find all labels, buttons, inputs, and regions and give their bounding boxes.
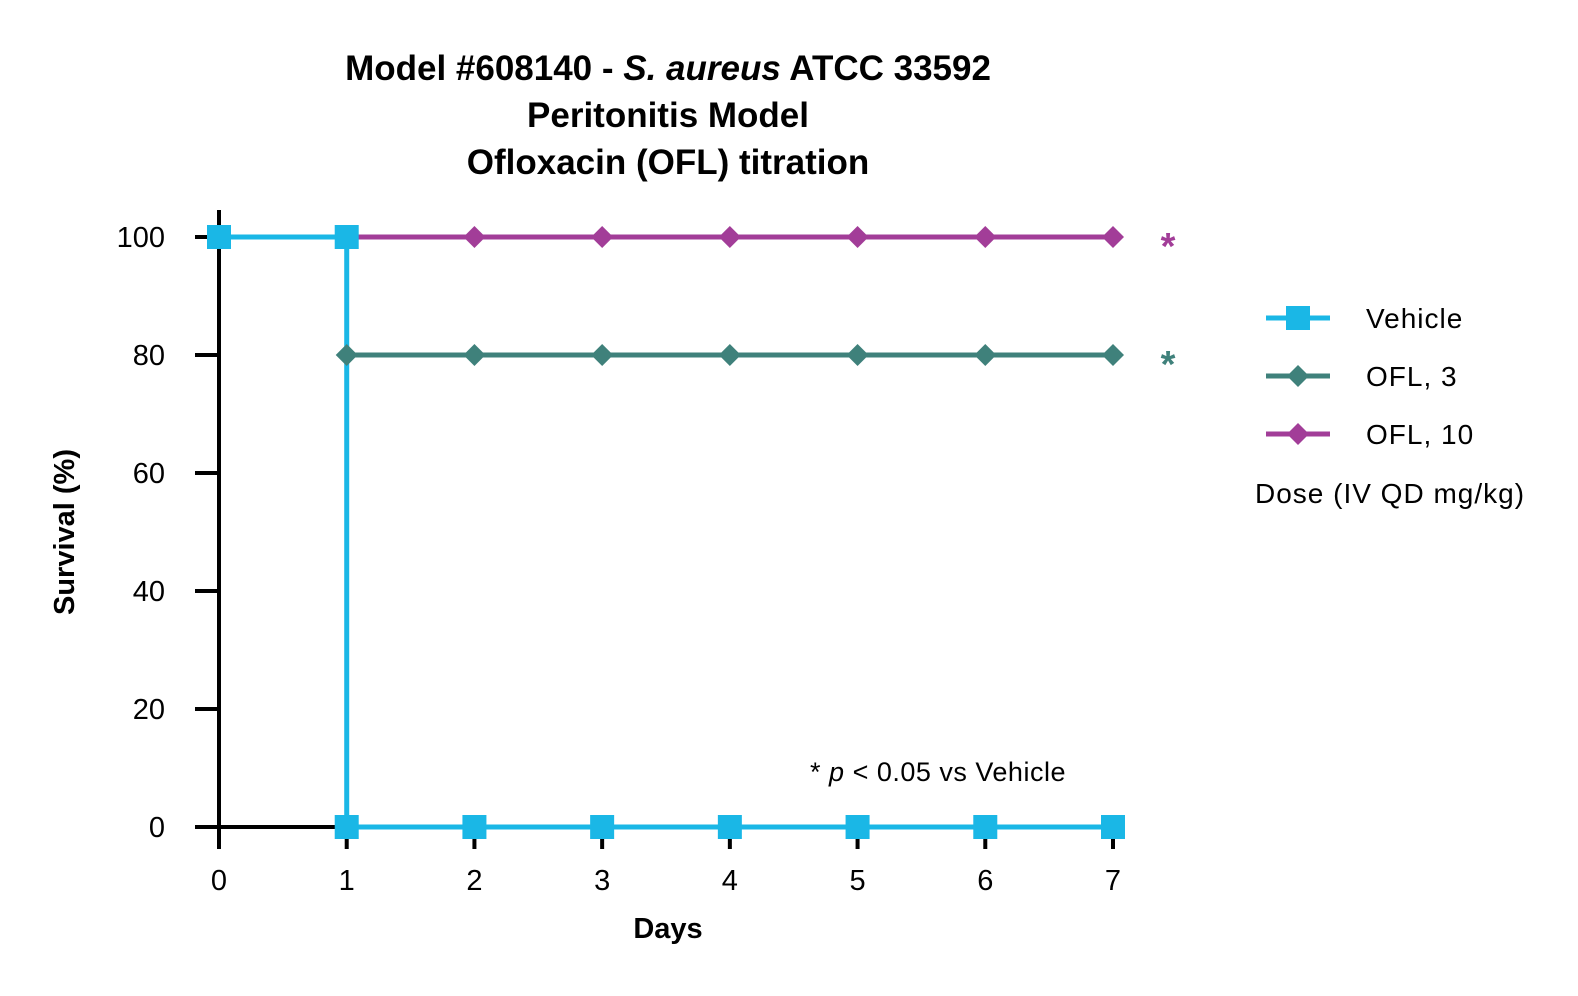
series-point [590,815,615,839]
series-point [1287,365,1309,387]
title-line-2: Peritonitis Model [527,96,809,135]
x-tick-label: 7 [1105,865,1121,897]
series-point [974,226,997,248]
x-tick-label: 6 [977,865,993,897]
y-tick-label: 80 [133,340,165,372]
x-tick-label: 0 [211,865,227,897]
series-point [973,815,998,839]
x-axis-label: Days [633,913,702,945]
series-point [591,226,614,248]
series-point [462,815,487,839]
x-tick-label: 5 [850,865,866,897]
series-point [334,815,359,839]
series-line [219,234,1113,830]
series-point [463,344,486,366]
series-point [718,226,741,248]
series-point [845,815,870,839]
y-tick-label: 100 [117,222,165,254]
significance-note: * p < 0.05 vs Vehicle [810,757,1066,787]
series-point [717,815,742,839]
y-tick-label: 20 [133,694,165,726]
x-tick-label: 2 [466,865,482,897]
series-point [591,344,614,366]
series-point [463,226,486,248]
legend-label: Vehicle [1366,303,1463,334]
x-tick-label: 4 [722,865,738,897]
series-point [207,225,231,249]
title-line-3: Ofloxacin (OFL) titration [467,143,869,182]
legend-label: OFL, 10 [1366,419,1474,450]
series-point [1287,423,1309,445]
series-point [974,344,997,366]
legend-label: OFL, 3 [1366,361,1458,392]
chart-title: Model #608140 - S. aureus ATCC 33592 Per… [345,49,991,182]
y-axis-label: Survival (%) [49,449,81,615]
legend: Vehicle OFL, 3 OFL, 10 [1266,303,1474,450]
series-layer [219,234,1113,830]
axes: 0 20 40 60 80 100 0 1 2 3 4 5 6 7 [117,210,1121,897]
series-point [1102,344,1124,366]
significance-marker: * [1161,226,1176,268]
markers-layer: ** [207,225,1176,839]
x-tick-label: 3 [594,865,610,897]
series-point [1101,815,1125,839]
series-point [718,344,741,366]
legend-title: Dose (IV QD mg/kg) [1255,478,1525,509]
series-point [846,344,869,366]
y-tick-label: 60 [133,458,165,490]
x-tick-label: 1 [339,865,355,897]
series-point [1286,306,1310,330]
series-point [334,225,359,249]
y-tick-label: 0 [149,812,165,844]
series-point [335,344,358,366]
significance-marker: * [1161,344,1176,386]
series-point [846,226,869,248]
y-tick-label: 40 [133,576,165,608]
series-point [1102,226,1124,248]
title-line-1: Model #608140 - S. aureus ATCC 33592 [345,49,991,88]
